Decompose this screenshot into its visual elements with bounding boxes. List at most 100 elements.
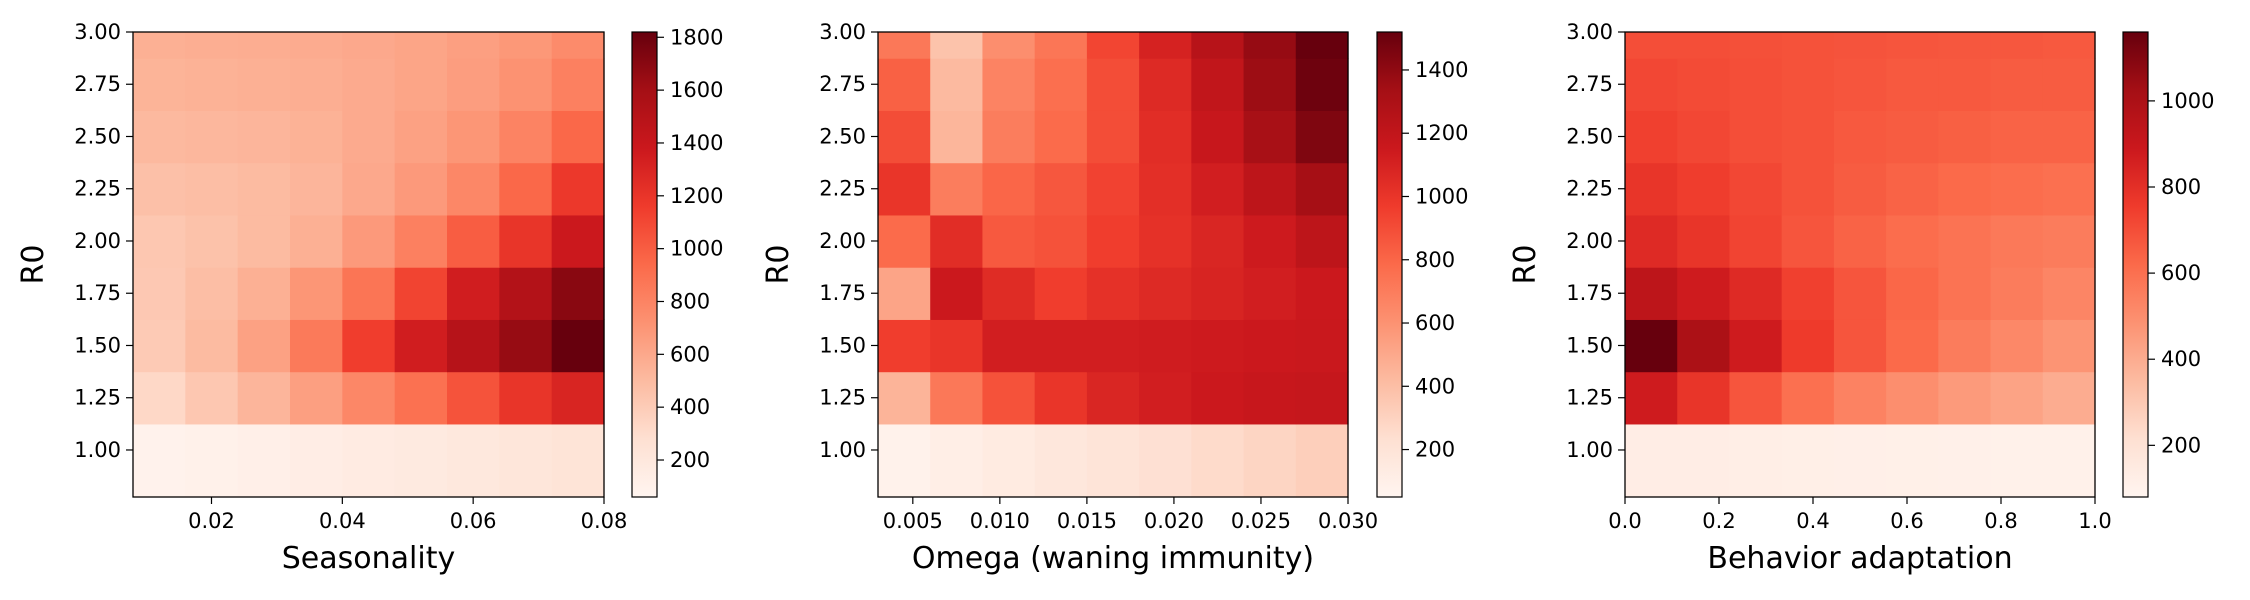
heatmap-cell xyxy=(1034,110,1088,164)
x-tick-label: 0.06 xyxy=(450,509,497,533)
heatmap-cell xyxy=(1938,423,1992,498)
heatmap-panel-3: 1.00 1.25 1.50 1.75 2.00 2.25 2.50 2.75 3.00 0.0 0… xyxy=(1508,20,2214,576)
y-tick-label: 3.00 xyxy=(819,20,866,44)
heatmap-cell xyxy=(1833,162,1887,216)
colorbar-tick-label: 600 xyxy=(670,342,710,366)
heatmap-cell xyxy=(878,319,931,373)
heatmap-cell xyxy=(1886,267,1939,320)
heatmap-cell xyxy=(185,214,239,268)
heatmap-cell xyxy=(1781,214,1835,268)
heatmap-cell xyxy=(1034,162,1088,216)
heatmap-cell xyxy=(1191,319,1245,373)
heatmap-cells xyxy=(133,32,605,498)
x-tick-label: 0.030 xyxy=(1318,509,1378,533)
heatmap-cell xyxy=(982,214,1036,268)
heatmap-cell xyxy=(290,319,343,373)
heatmap-cell xyxy=(1990,267,2044,320)
colorbar-tick-label: 800 xyxy=(670,289,710,313)
heatmap-cell xyxy=(1729,214,1783,268)
heatmap-cell xyxy=(982,319,1036,373)
heatmap-cell xyxy=(1243,58,1297,111)
heatmap-cell xyxy=(1677,110,1731,164)
heatmap-cell xyxy=(133,32,186,59)
plot-frame xyxy=(1624,31,2096,498)
y-tick-label: 2.00 xyxy=(1566,229,1613,253)
x-tick-label: 0.2 xyxy=(1702,509,1735,533)
x-tick-label: 0.8 xyxy=(1984,509,2017,533)
heatmap-cell xyxy=(878,110,931,164)
heatmap-cell xyxy=(1677,58,1731,111)
heatmap-cell xyxy=(133,214,186,268)
heatmap-cell xyxy=(133,58,186,111)
heatmap-cell xyxy=(1677,371,1731,425)
y-tick-label: 3.00 xyxy=(74,20,121,44)
heatmap-cell xyxy=(930,423,984,498)
heatmap-cell xyxy=(1625,214,1678,268)
heatmap-cell xyxy=(1086,371,1140,425)
heatmap-cell xyxy=(342,110,396,164)
x-axis-label: Omega (waning immunity) xyxy=(912,541,1314,576)
colorbar-tick-label: 200 xyxy=(2161,433,2201,457)
y-tick-label: 1.75 xyxy=(74,281,121,305)
heatmap-cell xyxy=(1990,110,2044,164)
heatmap-cell xyxy=(342,214,396,268)
heatmap-cell xyxy=(982,371,1036,425)
heatmap-cell xyxy=(1295,32,1349,59)
heatmap-cell xyxy=(1938,319,1992,373)
heatmap-cell xyxy=(982,110,1036,164)
heatmap-cell xyxy=(499,110,553,164)
heatmap-cell xyxy=(1833,214,1887,268)
heatmap-cell xyxy=(982,423,1036,498)
heatmap-cell xyxy=(447,423,500,498)
heatmap-cell xyxy=(1886,32,1939,59)
y-tick-label: 1.25 xyxy=(74,386,121,410)
heatmap-cell xyxy=(551,267,605,320)
heatmap-cell xyxy=(2042,423,2096,498)
colorbar-tick-label: 400 xyxy=(1415,374,1455,398)
colorbar-tick-label: 1400 xyxy=(670,131,723,155)
heatmap-cell xyxy=(1139,319,1192,373)
colorbar-scale xyxy=(2122,31,2149,498)
heatmap-cell xyxy=(1729,267,1783,320)
heatmap-cell xyxy=(447,162,500,216)
heatmap-cell xyxy=(447,319,500,373)
x-axis-label: Behavior adaptation xyxy=(1707,541,2012,576)
colorbar-tick-label: 200 xyxy=(670,448,710,472)
heatmap-cell xyxy=(499,58,553,111)
x-tick-label: 0.4 xyxy=(1796,509,1829,533)
heatmap-cell xyxy=(1938,214,1992,268)
heatmap-cell xyxy=(1990,162,2044,216)
heatmap-cell xyxy=(1034,371,1088,425)
y-tick-label: 2.50 xyxy=(1566,124,1613,148)
colorbar-tick-label: 600 xyxy=(1415,311,1455,335)
heatmap-cell xyxy=(1034,32,1088,59)
y-axis-label: R0 xyxy=(16,245,51,285)
heatmap-cell xyxy=(237,58,291,111)
heatmap-cell xyxy=(1781,371,1835,425)
heatmap-cell xyxy=(394,214,448,268)
y-tick-label: 1.75 xyxy=(1566,281,1613,305)
heatmap-cell xyxy=(1886,58,1939,111)
heatmap-cell xyxy=(982,162,1036,216)
y-tick-label: 2.25 xyxy=(819,177,866,201)
heatmap-cell xyxy=(1034,58,1088,111)
heatmap-cell xyxy=(982,32,1036,59)
y-tick-label: 2.75 xyxy=(819,72,866,96)
heatmap-cell xyxy=(1139,110,1192,164)
x-tick-label: 0.04 xyxy=(319,509,366,533)
heatmap-cell xyxy=(290,267,343,320)
heatmap-cell xyxy=(2042,32,2096,59)
heatmap-cell xyxy=(1086,58,1140,111)
heatmap-cell xyxy=(290,162,343,216)
colorbar-tick-label: 400 xyxy=(670,395,710,419)
y-tick-label: 2.25 xyxy=(1566,177,1613,201)
heatmap-cell xyxy=(342,423,396,498)
colorbar-tick-label: 800 xyxy=(1415,248,1455,272)
heatmap-cell xyxy=(342,319,396,373)
heatmap-cell xyxy=(1034,214,1088,268)
heatmap-cell xyxy=(1086,32,1140,59)
heatmap-cell xyxy=(1781,58,1835,111)
heatmap-cell xyxy=(185,58,239,111)
heatmap-cell xyxy=(930,371,984,425)
